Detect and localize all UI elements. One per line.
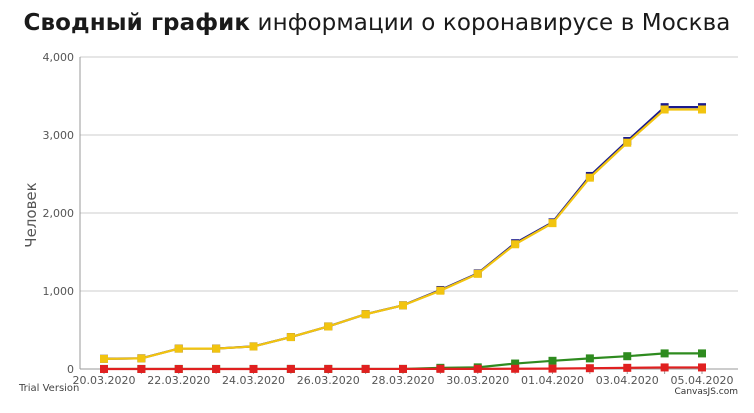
watermark-trial: Trial Version: [19, 383, 80, 394]
series-point-3: [249, 342, 258, 351]
series-point-3: [137, 354, 146, 363]
series-point-2: [361, 364, 370, 373]
x-tick-label: 05.04.2020: [671, 374, 734, 387]
series-point-3: [511, 240, 520, 249]
series-point-2: [249, 365, 258, 373]
series-point-3: [660, 105, 669, 114]
series-point-2: [548, 364, 557, 373]
x-tick-label: 01.04.2020: [521, 374, 584, 387]
y-tick-label: 0: [67, 363, 74, 376]
y-axis-label: Человек: [22, 182, 40, 247]
series-point-1: [698, 349, 706, 358]
watermark-canvasjs[interactable]: CanvasJS.com: [674, 387, 738, 397]
series-point-2: [286, 364, 295, 373]
series-point-2: [212, 365, 221, 373]
y-tick-label: 1,000: [43, 285, 75, 298]
grid-lines: [80, 56, 738, 370]
y-tick-label: 3,000: [43, 129, 75, 142]
series-point-2: [473, 364, 482, 373]
x-tick-label: 03.04.2020: [596, 374, 659, 387]
series-layer: [100, 103, 706, 373]
chart-title: Сводный график информации о коронавирусе…: [0, 10, 754, 36]
x-tick-label: 26.03.2020: [297, 374, 360, 387]
series-point-2: [660, 363, 669, 372]
chart-title-bold: Сводный график: [23, 10, 251, 36]
series-point-2: [698, 363, 706, 372]
series-point-3: [399, 301, 407, 310]
series-point-2: [436, 364, 445, 373]
series-point-3: [623, 138, 632, 147]
series-point-3: [473, 269, 482, 278]
series-point-2: [623, 363, 632, 372]
series-point-1: [548, 356, 557, 365]
series-point-3: [286, 333, 295, 342]
x-tick-label: 30.03.2020: [446, 374, 509, 387]
y-tick-label: 4,000: [43, 51, 75, 64]
series-point-2: [324, 364, 333, 373]
series-point-3: [585, 173, 594, 182]
series-point-1: [623, 352, 632, 361]
x-tick-label: 22.03.2020: [147, 374, 210, 387]
series-line-0: [103, 106, 702, 360]
series-point-3: [361, 310, 370, 319]
x-tick-label: 20.03.2020: [73, 374, 136, 387]
series-point-3: [436, 286, 445, 295]
series-point-3: [324, 322, 333, 331]
series-point-2: [511, 364, 520, 373]
series-line-3: [103, 108, 702, 360]
series-point-2: [399, 364, 407, 373]
series-point-3: [698, 105, 706, 114]
series-point-2: [137, 365, 146, 373]
series-point-3: [548, 219, 557, 228]
series-point-2: [585, 364, 594, 373]
series-point-1: [660, 349, 669, 358]
series-point-3: [212, 344, 221, 353]
series-point-3: [100, 354, 108, 363]
axes: 0 1,000 2,000 3,000 4,000 20.03.2020 22.03.202…: [43, 51, 738, 387]
series-point-1: [511, 359, 520, 368]
chart-title-rest: информации о коронавирусе в Москва: [257, 10, 731, 36]
series-point-3: [174, 344, 183, 353]
y-tick-label: 2,000: [43, 207, 75, 220]
x-tick-label: 28.03.2020: [372, 374, 435, 387]
series-point-2: [174, 365, 183, 373]
series-point-2: [100, 365, 108, 373]
x-tick-label: 24.03.2020: [222, 374, 285, 387]
series-point-1: [585, 354, 594, 363]
